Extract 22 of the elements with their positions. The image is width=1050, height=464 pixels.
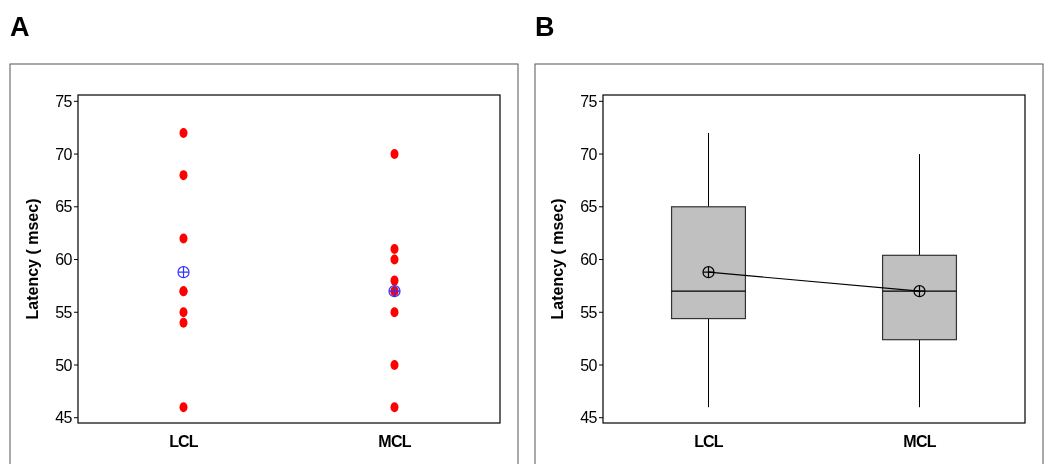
y-tick-label: 70 — [580, 145, 598, 163]
y-axis-title: Latency ( msec) — [549, 198, 566, 320]
y-tick-label: 60 — [55, 251, 73, 269]
y-tick-label: 60 — [580, 251, 598, 269]
y-tick-label: 75 — [580, 92, 598, 110]
y-tick-label: 45 — [55, 409, 73, 427]
y-tick-label: 50 — [580, 356, 598, 374]
x-tick-label: LCL — [694, 433, 724, 450]
y-tick-label: 65 — [580, 198, 598, 216]
y-tick-label: 75 — [55, 92, 73, 110]
y-tick-label: 70 — [55, 145, 73, 163]
y-tick-label: 55 — [580, 303, 598, 321]
y-axis-title: Latency ( msec) — [24, 198, 41, 320]
y-tick-label: 55 — [55, 303, 73, 321]
x-tick-label: MCL — [378, 433, 412, 450]
y-tick-label: 50 — [55, 356, 73, 374]
chart-title: A — [10, 12, 30, 42]
x-tick-label: MCL — [903, 433, 937, 450]
chart-title: B — [535, 12, 555, 42]
x-tick-label: LCL — [169, 433, 199, 450]
y-tick-label: 45 — [580, 409, 598, 427]
y-tick-label: 65 — [55, 198, 73, 216]
